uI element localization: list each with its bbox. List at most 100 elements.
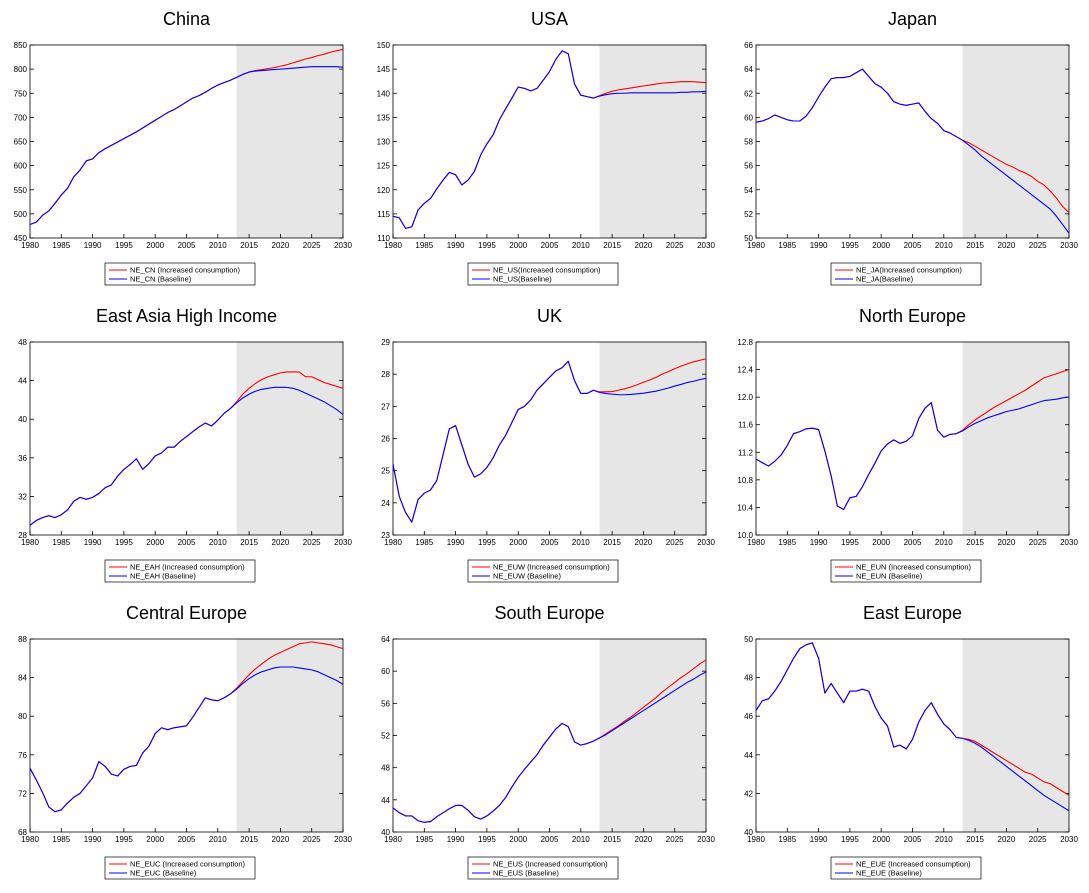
legend-box <box>830 856 982 880</box>
x-tick-label: 1985 <box>778 835 796 844</box>
y-tick-label: 50 <box>744 635 753 644</box>
x-tick-label: 2020 <box>272 241 290 250</box>
x-tick-label: 2010 <box>572 538 590 547</box>
chart-panel: East Asia High Income 28 32 36 40 44 48 1980 198… <box>0 297 363 594</box>
chart-panel: South Europe 40 44 48 52 56 60 64 1980 1985 1990 19… <box>363 594 726 891</box>
series-line <box>29 66 344 226</box>
legend-label: NE_JA(Baseline) <box>856 275 914 284</box>
y-tick-label: 88 <box>18 635 27 644</box>
chart-svg: North Europe 10.0 10.4 10.8 11.2 11.6 12.0 12.4… <box>737 306 1078 583</box>
x-tick-label: 2010 <box>935 835 953 844</box>
chart-title: UK <box>537 306 562 326</box>
x-tick-label: 1990 <box>84 538 102 547</box>
x-tick-label: 1990 <box>447 241 465 250</box>
forecast-shade <box>962 342 1069 535</box>
y-tick-label: 145 <box>377 65 391 74</box>
chart-title: South Europe <box>494 603 604 623</box>
x-tick-label: 1980 <box>21 538 39 547</box>
x-tick-label: 1985 <box>415 241 433 250</box>
x-tick-label: 2025 <box>666 538 684 547</box>
y-tick-label: 650 <box>14 138 28 147</box>
chart-title: East Europe <box>863 603 962 623</box>
y-tick-label: 58 <box>744 138 753 147</box>
x-tick-label: 2000 <box>146 538 164 547</box>
y-tick-label: 64 <box>381 635 390 644</box>
x-tick-label: 1995 <box>478 241 496 250</box>
x-tick-label: 2030 <box>334 538 352 547</box>
x-tick-label: 2020 <box>998 835 1016 844</box>
legend-box <box>830 559 982 583</box>
y-tick-label: 84 <box>18 674 27 683</box>
y-tick-label: 48 <box>18 338 27 347</box>
x-tick-label: 1985 <box>415 835 433 844</box>
chart-panel: North Europe 10.0 10.4 10.8 11.2 11.6 12.0 12.4… <box>726 297 1089 594</box>
legend-label: NE_US(Increased consumption) <box>493 266 601 275</box>
x-tick-label: 2015 <box>240 835 258 844</box>
legend-box <box>830 262 982 286</box>
y-tick-label: 60 <box>744 113 753 122</box>
forecast-shade <box>599 342 706 535</box>
chart-title: North Europe <box>859 306 966 326</box>
y-tick-label: 450 <box>14 234 28 243</box>
x-tick-label: 2030 <box>334 835 352 844</box>
forecast-shade <box>962 639 1069 832</box>
x-tick-label: 2025 <box>1029 538 1047 547</box>
legend-box <box>104 559 256 583</box>
x-tick-label: 1980 <box>21 241 39 250</box>
chart-title: China <box>163 9 211 29</box>
chart-panel: China 450 500 550 600 650 700 750 800 850 1980 1985… <box>0 0 363 297</box>
x-tick-label: 1985 <box>52 241 70 250</box>
x-tick-label: 2030 <box>1060 538 1078 547</box>
legend-box <box>467 559 619 583</box>
x-tick-label: 1995 <box>841 241 859 250</box>
legend-label: NE_EUC (Baseline) <box>130 869 197 878</box>
y-tick-label: 29 <box>381 338 390 347</box>
x-tick-label: 2000 <box>509 241 527 250</box>
y-tick-label: 76 <box>18 751 27 760</box>
x-tick-label: 1995 <box>115 241 133 250</box>
legend-label: NE_EUW (Increased consumption) <box>493 563 610 572</box>
x-tick-label: 2010 <box>935 241 953 250</box>
x-tick-label: 2005 <box>904 538 922 547</box>
x-tick-label: 1985 <box>52 538 70 547</box>
y-tick-label: 48 <box>744 674 753 683</box>
x-tick-label: 2005 <box>541 241 559 250</box>
legend-label: NE_CN (Baseline) <box>130 275 192 284</box>
x-tick-label: 1995 <box>115 538 133 547</box>
x-tick-label: 2000 <box>146 241 164 250</box>
y-tick-label: 56 <box>381 699 390 708</box>
x-tick-label: 2015 <box>603 538 621 547</box>
x-tick-label: 2030 <box>697 538 715 547</box>
chart-title: Japan <box>888 9 937 29</box>
y-tick-label: 11.2 <box>738 448 754 457</box>
x-tick-label: 2020 <box>635 835 653 844</box>
y-tick-label: 62 <box>744 89 753 98</box>
y-tick-label: 12.8 <box>737 338 753 347</box>
y-tick-label: 66 <box>744 41 753 50</box>
y-tick-label: 44 <box>381 796 390 805</box>
series-line <box>392 50 707 229</box>
y-tick-label: 24 <box>381 499 390 508</box>
x-tick-label: 2010 <box>572 835 590 844</box>
legend-label: NE_EUN (Baseline) <box>856 572 923 581</box>
x-tick-label: 2005 <box>178 538 196 547</box>
y-tick-label: 125 <box>377 162 391 171</box>
x-tick-label: 2015 <box>966 835 984 844</box>
legend-label: NE_JA(Increased consumption) <box>856 266 962 275</box>
y-tick-label: 52 <box>744 210 753 219</box>
legend-box <box>104 856 256 880</box>
y-tick-label: 140 <box>377 89 391 98</box>
y-tick-label: 42 <box>744 789 753 798</box>
x-tick-label: 2025 <box>303 241 321 250</box>
y-tick-label: 550 <box>14 186 28 195</box>
x-tick-label: 2000 <box>146 835 164 844</box>
x-tick-label: 2030 <box>1060 241 1078 250</box>
x-tick-label: 2025 <box>666 241 684 250</box>
x-tick-label: 2015 <box>240 538 258 547</box>
x-tick-label: 2030 <box>334 241 352 250</box>
x-tick-label: 2015 <box>966 241 984 250</box>
x-tick-label: 1990 <box>810 241 828 250</box>
series-line <box>755 68 1070 234</box>
x-tick-label: 1990 <box>447 538 465 547</box>
x-tick-label: 1990 <box>447 835 465 844</box>
